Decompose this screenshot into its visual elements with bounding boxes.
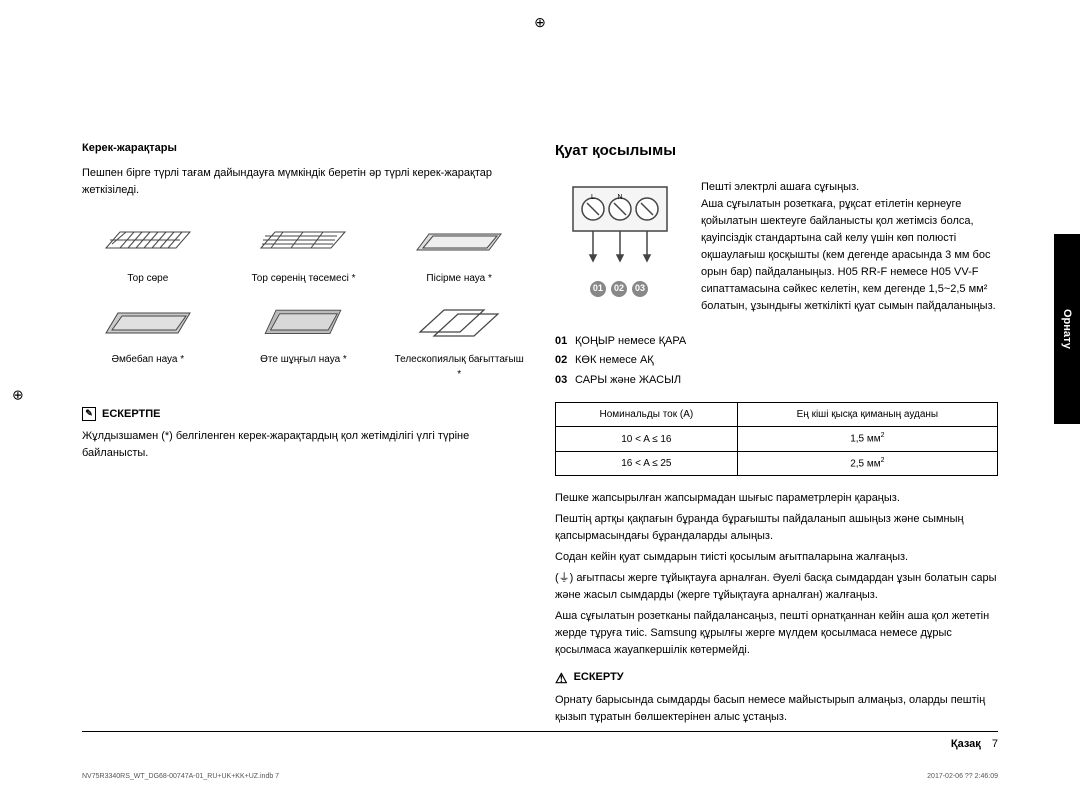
accessory-item: Әмбебап науа * [82,296,214,382]
table-header: Ең кіші қысқа қиманың ауданы [737,403,997,427]
warning-block: ⚠ ЕСКЕРТУ Орнату барысында сымдарды басы… [555,669,998,726]
wire-legend: 01ҚОҢЫР немесе ҚАРА 02КӨК немесе АҚ 03СА… [555,333,998,389]
side-tab: Орнату [1054,234,1080,424]
footer-page: 7 [992,738,998,750]
diagram-label-1: 01 [590,281,606,297]
diagram-label-2: 02 [611,281,627,297]
accessory-label: Тор сөренің төсемесі * [238,271,370,286]
crop-mark-top: ⊕ [534,14,546,31]
note-icon: ✎ [82,407,96,421]
right-column: Қуат қосылымы L N [555,140,998,730]
accessory-item: Пісірме науа * [393,215,525,286]
left-column: Керек-жарақтары Пешпен бірге түрлі тағам… [82,140,525,730]
accessories-title: Керек-жарақтары [82,140,525,157]
table-header: Номинальды ток (A) [556,403,738,427]
accessory-label: Өте шұңғыл науа * [238,352,370,367]
rack-insert-icon [238,215,370,265]
note-block: ✎ ЕСКЕРТПЕ Жұлдызшамен (*) белгіленген к… [82,406,525,463]
print-meta: NV75R3340RS_WT_DG68-00747A-01_RU+UK+KK+U… [82,773,998,780]
footer-lang: Қазақ [951,738,981,750]
accessories-grid: Тор сөре Тор сөренің төсемесі * Пісірме … [82,215,525,382]
accessory-item: Телескопиялық бағыттағыш * [393,296,525,382]
accessory-label: Тор сөре [82,271,214,286]
universal-tray-icon [82,296,214,346]
accessory-label: Әмбебап науа * [82,352,214,367]
power-heading: Қуат қосылымы [555,140,998,163]
warning-icon: ⚠ [555,671,568,685]
warning-title: ЕСКЕРТУ [574,669,624,686]
crop-mark-left: ⊕ [12,387,24,404]
note-title: ЕСКЕРТПЕ [102,406,161,423]
svg-text:N: N [617,194,622,201]
spec-table: Номинальды ток (A) Ең кіші қысқа қиманың… [555,402,998,476]
accessory-item: Тор сөренің төсемесі * [238,215,370,286]
meta-filename: NV75R3340RS_WT_DG68-00747A-01_RU+UK+KK+U… [82,773,279,780]
deep-tray-icon [238,296,370,346]
meta-timestamp: 2017-02-06 ?? 2:46:09 [927,773,998,780]
page-footer: Қазақ 7 [82,731,998,750]
accessory-item: Өте шұңғыл науа * [238,296,370,382]
power-para1: Пешті электрлі ашаға сұғыңыз. Аша сұғыла… [701,179,998,315]
page-content: Керек-жарақтары Пешпен бірге түрлі тағам… [0,0,1080,760]
note-body: Жұлдызшамен (*) белгіленген керек-жарақт… [82,428,525,462]
accessory-label: Телескопиялық бағыттағыш * [393,352,525,382]
accessory-label: Пісірме науа * [393,271,525,286]
baking-tray-icon [393,215,525,265]
table-row: 10 < A ≤ 16 1,5 мм2 [556,427,998,451]
accessory-item: Тор сөре [82,215,214,286]
wiring-diagram: L N 01 02 03 [555,179,685,319]
wire-rack-icon [82,215,214,265]
telescopic-rails-icon [393,296,525,346]
table-row: 16 < A ≤ 25 2,5 мм2 [556,451,998,475]
warning-body: Орнату барысында сымдарды басып немесе м… [555,692,998,726]
power-para2: Пешке жапсырылған жапсырмадан шығыс пара… [555,490,998,659]
accessories-intro: Пешпен бірге түрлі тағам дайындауға мүмк… [82,165,525,199]
svg-text:L: L [591,194,595,201]
diagram-label-3: 03 [632,281,648,297]
